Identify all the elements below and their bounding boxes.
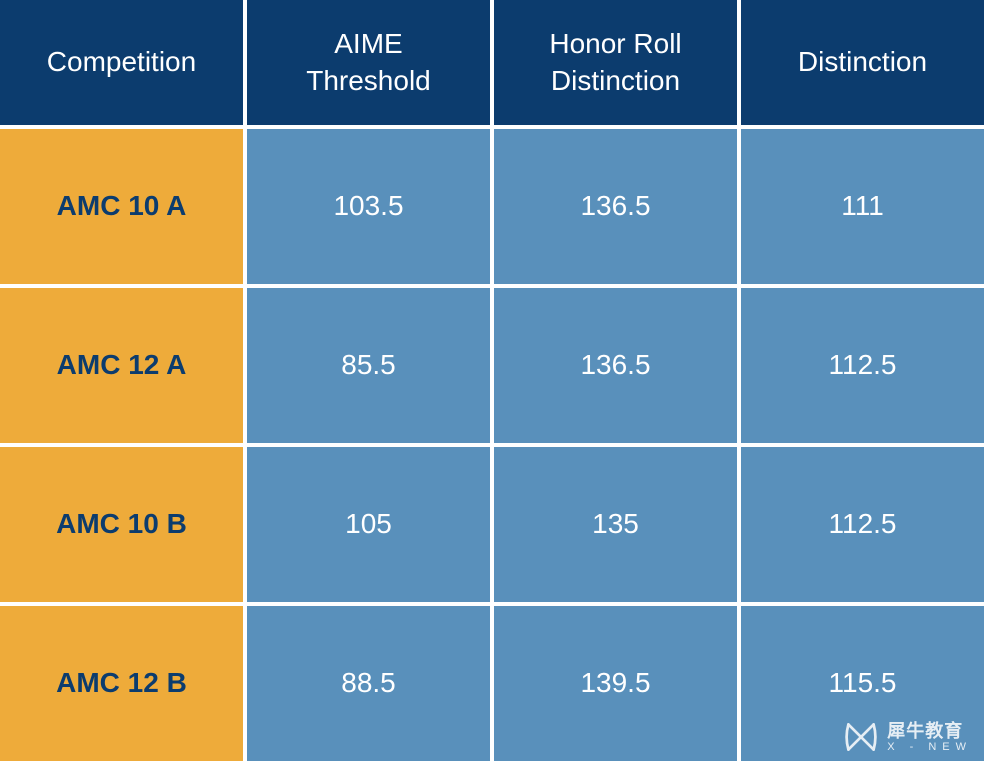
col-header-aime-threshold: AIMEThreshold <box>247 0 490 125</box>
table-cell: 112.5 <box>741 447 984 602</box>
table-cell: 103.5 <box>247 129 490 284</box>
score-table: Competition AIMEThreshold Honor RollDist… <box>0 0 984 763</box>
table-cell: 85.5 <box>247 288 490 443</box>
table-cell: 88.5 <box>247 606 490 761</box>
table-cell: 115.5 <box>741 606 984 761</box>
table-cell: 136.5 <box>494 129 737 284</box>
table-cell: 139.5 <box>494 606 737 761</box>
table-cell: 111 <box>741 129 984 284</box>
table-cell: 136.5 <box>494 288 737 443</box>
col-header-distinction: Distinction <box>741 0 984 125</box>
col-header-competition: Competition <box>0 0 243 125</box>
row-label: AMC 10 B <box>0 447 243 602</box>
row-label: AMC 10 A <box>0 129 243 284</box>
table-cell: 135 <box>494 447 737 602</box>
table-cell: 105 <box>247 447 490 602</box>
col-header-honor-roll: Honor RollDistinction <box>494 0 737 125</box>
row-label: AMC 12 B <box>0 606 243 761</box>
row-label: AMC 12 A <box>0 288 243 443</box>
table-cell: 112.5 <box>741 288 984 443</box>
